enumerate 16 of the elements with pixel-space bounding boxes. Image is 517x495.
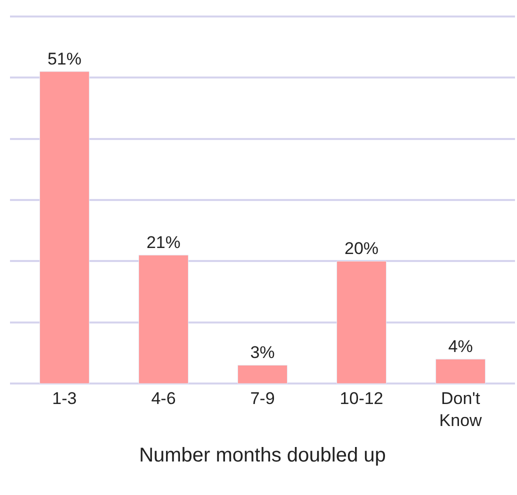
bar — [336, 260, 387, 384]
x-tick-label: 10-12 — [340, 389, 384, 408]
data-label: 3% — [250, 343, 275, 362]
data-label: 51% — [47, 50, 82, 69]
x-axis-title: Number months doubled up — [139, 444, 386, 467]
x-tick-label: 1-3 — [52, 389, 77, 408]
data-label: 20% — [344, 239, 379, 258]
data-label: 4% — [448, 337, 473, 356]
x-tick-label: Don't Know — [439, 389, 483, 430]
x-tick-label: 4-6 — [151, 389, 176, 408]
data-label: 21% — [146, 233, 180, 252]
bar — [436, 358, 486, 384]
bar — [39, 71, 90, 384]
bar — [138, 254, 188, 384]
x-tick-label: 7-9 — [250, 389, 275, 408]
bar — [238, 364, 288, 384]
